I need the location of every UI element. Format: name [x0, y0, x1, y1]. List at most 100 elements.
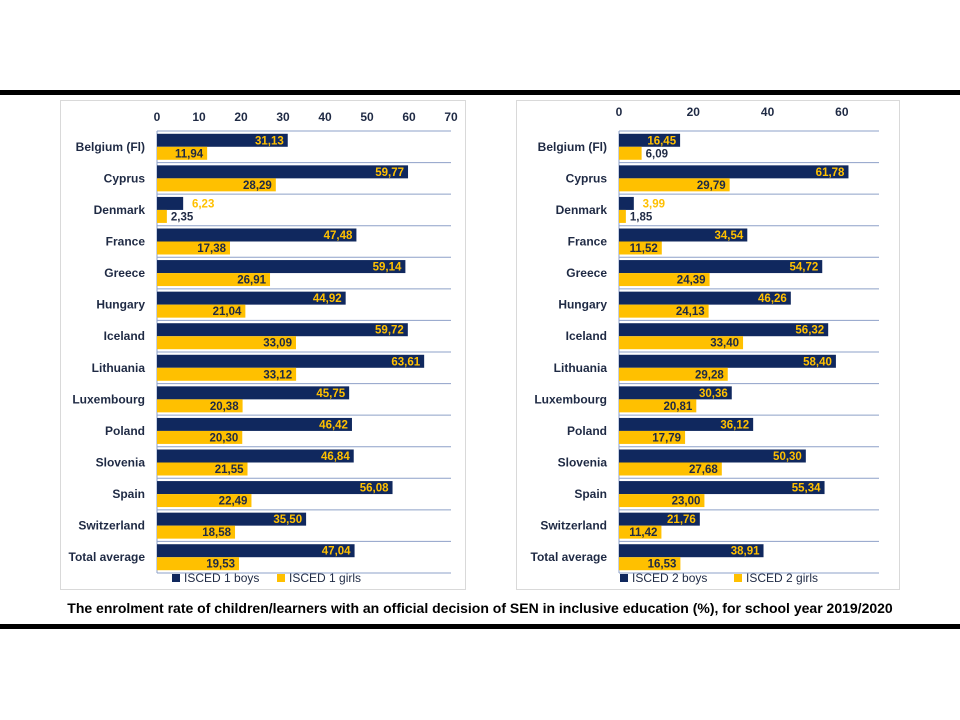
isced1-bar-boys: [157, 291, 346, 305]
isced1-legend-label-boys: ISCED 1 boys: [184, 571, 259, 585]
isced2-category-label: France: [568, 235, 608, 249]
isced1-tick-label: 30: [276, 110, 290, 124]
isced2-bar-girls: [619, 209, 626, 223]
isced1-label-boys: 59,14: [373, 262, 402, 274]
isced1-legend-label-girls: ISCED 1 girls: [289, 571, 361, 585]
isced1-legend-swatch-girls: [277, 574, 285, 582]
isced1-category-label: France: [106, 235, 146, 249]
isced1-category-label: Total average: [69, 550, 146, 564]
isced2-label-boys: 58,40: [803, 356, 832, 368]
isced1-bar-girls: [157, 557, 240, 571]
isced1-tick-label: 60: [402, 110, 416, 124]
isced2-label-boys: 61,78: [816, 167, 845, 179]
isced2-label-girls: 11,42: [629, 527, 657, 539]
isced1-category-label: Hungary: [96, 298, 145, 312]
isced1-bar-girls: [157, 367, 297, 381]
isced2-category-label: Slovenia: [558, 456, 608, 470]
isced1-bar-girls: [157, 430, 243, 444]
isced1-chart-svg: 0 10 20 30 40 50 60 70 Belgium (Fl) 31,13 11,94 Cyp…: [69, 110, 458, 585]
isced1-label-girls: 17,38: [197, 243, 226, 255]
isced1-label-girls: 20,30: [209, 432, 238, 444]
isced2-bar-boys: [619, 417, 754, 431]
isced1-label-girls: 22,49: [219, 496, 248, 508]
isced1-category-label: Slovenia: [96, 456, 146, 470]
isced1-bar-girls: [157, 462, 248, 476]
isced1-bar-boys: [157, 323, 408, 337]
isced2-label-girls: 16,53: [648, 559, 677, 571]
isced1-bar-boys: [157, 165, 409, 179]
isced1-label-boys: 46,84: [321, 451, 350, 463]
isced2-tick-label: 40: [761, 105, 775, 119]
isced1-bar-boys: [157, 196, 184, 210]
isced1-bar-girls: [157, 494, 252, 508]
isced2-bar-girls: [619, 336, 744, 350]
isced1-tick-label: 70: [444, 110, 458, 124]
isced1-bar-girls: [157, 273, 271, 287]
isced1-label-boys: 47,04: [322, 546, 351, 558]
isced1-label-boys: 31,13: [255, 135, 284, 147]
isced1-bar-boys: [157, 512, 307, 526]
isced2-label-girls: 24,39: [677, 275, 706, 287]
isced1-label-boys: 44,92: [313, 293, 342, 305]
isced1-category-label: Poland: [105, 424, 145, 438]
isced2-label-girls: 17,79: [652, 432, 681, 444]
isced1-category-label: Switzerland: [78, 519, 145, 533]
isced2-label-boys: 30,36: [699, 388, 728, 400]
isced2-category-label: Greece: [566, 266, 607, 280]
isced2-label-girls: 29,28: [695, 369, 724, 381]
isced2-category-label: Poland: [567, 424, 607, 438]
isced2-label-boys: 55,34: [792, 483, 821, 495]
isced1-category-label: Iceland: [104, 329, 145, 343]
isced2-label-boys: 56,32: [795, 325, 824, 337]
isced2-bar-boys: [619, 544, 764, 558]
isced2-bar-boys: [619, 260, 823, 274]
isced1-label-boys: 59,77: [375, 167, 404, 179]
isced2-bar-girls: [619, 367, 728, 381]
isced1-tick-label: 50: [360, 110, 374, 124]
isced1-category-label: Denmark: [94, 203, 146, 217]
isced2-category-label: Hungary: [558, 298, 607, 312]
isced2-chart: 0 20 40 60 Belgium (Fl) 16,45 6,09 Cyprus 61,78 2…: [516, 100, 900, 590]
isced2-category-label: Belgium (Fl): [538, 140, 607, 154]
isced1-bar-girls: [157, 241, 230, 255]
isced2-label-boys: 21,76: [667, 514, 696, 526]
isced1-bar-boys: [157, 544, 355, 558]
isced1-label-boys: 47,48: [324, 230, 353, 242]
isced2-label-boys: 36,12: [720, 419, 749, 431]
isced1-tick-label: 20: [234, 110, 248, 124]
isced1-bar-girls: [157, 525, 236, 539]
isced2-label-girls: 33,40: [710, 338, 739, 350]
isced1-label-girls: 20,38: [210, 401, 239, 413]
isced2-category-label: Total average: [531, 550, 608, 564]
isced1-label-boys: 59,72: [375, 325, 404, 337]
isced1-bar-girls: [157, 304, 246, 318]
isced1-bar-girls: [157, 336, 296, 350]
isced1-legend-swatch-boys: [172, 574, 180, 582]
isced2-label-boys: 38,91: [731, 546, 760, 558]
isced2-label-boys: 3,99: [643, 198, 665, 210]
isced1-category-label: Belgium (Fl): [76, 140, 145, 154]
isced2-label-boys: 54,72: [789, 262, 818, 274]
isced2-category-label: Luxembourg: [534, 392, 607, 406]
isced2-bar-boys: [619, 449, 806, 463]
isced2-bar-boys: [619, 228, 748, 242]
isced2-category-label: Spain: [574, 487, 607, 501]
isced2-label-girls: 23,00: [672, 496, 701, 508]
isced2-bar-boys: [619, 196, 634, 210]
isced2-bar-girls: [619, 241, 662, 255]
isced2-label-girls: 24,13: [676, 306, 705, 318]
isced1-label-girls: 11,94: [175, 148, 204, 160]
bottom-divider: [0, 624, 960, 629]
isced2-bar-boys: [619, 386, 732, 400]
isced1-chart: 0 10 20 30 40 50 60 70 Belgium (Fl) 31,13 11,94 Cyp…: [60, 100, 466, 590]
isced1-bar-boys: [157, 354, 425, 368]
isced1-label-girls: 18,58: [202, 527, 231, 539]
isced1-category-label: Luxembourg: [72, 392, 145, 406]
isced1-label-boys: 6,23: [192, 198, 214, 210]
isced2-bar-girls: [619, 557, 681, 571]
isced2-legend-swatch-boys: [620, 574, 628, 582]
isced2-bar-boys: [619, 291, 791, 305]
isced1-label-girls: 28,29: [243, 180, 272, 192]
isced1-bar-boys: [157, 260, 406, 274]
isced1-bar-boys: [157, 417, 352, 431]
